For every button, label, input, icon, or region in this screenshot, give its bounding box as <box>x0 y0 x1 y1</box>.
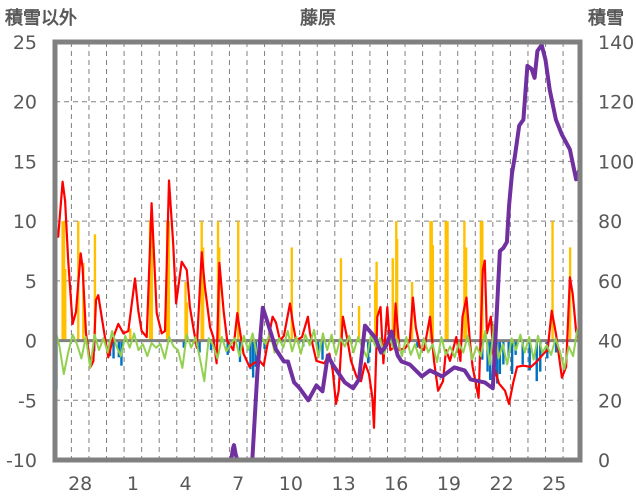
blue-bar <box>528 340 531 371</box>
orange-bar <box>93 234 97 341</box>
orange-bar <box>167 221 171 341</box>
blue-bar <box>368 340 372 353</box>
left-tick-label: 10 <box>13 211 37 233</box>
right-tick-label: 0 <box>598 450 610 472</box>
blue-bar <box>198 340 201 353</box>
orange-bar <box>237 221 240 341</box>
x-tick-label: 19 <box>437 473 461 495</box>
blue-bar <box>554 340 558 353</box>
gridlines <box>55 42 580 460</box>
plot-border <box>52 39 583 463</box>
orange-bar <box>391 258 394 341</box>
orange-bar <box>339 258 343 341</box>
orange-bar <box>431 245 434 341</box>
orange-bar <box>463 221 466 341</box>
blue-bar <box>316 340 320 352</box>
right-tick-label: 80 <box>598 211 622 233</box>
orange-bar <box>61 221 64 341</box>
orange-bar <box>62 221 66 341</box>
orange-bar <box>479 221 483 341</box>
blue-bar <box>510 340 514 375</box>
left-tick-label: -5 <box>18 390 37 412</box>
orange-bar <box>150 221 154 341</box>
blue-bar <box>416 340 419 348</box>
orange-bar <box>395 239 399 341</box>
blue-bar <box>496 340 499 384</box>
orange-bar <box>184 282 187 341</box>
right-tick-label: 60 <box>598 271 622 293</box>
purple-snow-depth <box>55 43 582 462</box>
left-tick-label: 5 <box>25 271 37 293</box>
right-tick-label: 40 <box>598 331 622 353</box>
orange-bar <box>185 302 189 341</box>
orange-bar <box>200 221 203 341</box>
left-tick-label: 20 <box>13 92 37 114</box>
right-tick-label: 100 <box>598 151 634 173</box>
blue-bar <box>251 340 255 378</box>
left-axis-ticks: 25 20 15 10 5 0 -5 -10 <box>6 32 37 472</box>
blue-bar <box>117 340 121 358</box>
chart-title: 藤原 <box>300 7 336 29</box>
orange-bar <box>201 247 205 341</box>
orange-bar <box>373 282 377 341</box>
left-tick-label: 25 <box>13 32 37 54</box>
right-tick-label: 120 <box>598 92 634 114</box>
orange-bar <box>375 261 378 341</box>
right-tick-label: 140 <box>598 32 634 54</box>
right-tick-label: 20 <box>598 390 622 412</box>
red-line <box>53 179 581 429</box>
x-tick-label: 1 <box>127 473 139 495</box>
x-tick-label: 28 <box>68 473 92 495</box>
blue-bar <box>112 340 115 359</box>
x-tick-label: 25 <box>542 473 566 495</box>
x-tick-label: 10 <box>279 473 303 495</box>
line-series <box>53 43 582 462</box>
orange-bar <box>464 247 468 341</box>
orange-bar <box>357 305 361 341</box>
orange-bar <box>290 247 293 341</box>
x-tick-label: 4 <box>179 473 191 495</box>
x-tick-label: 7 <box>232 473 244 495</box>
blue-bar <box>321 340 324 360</box>
left-axis-title: 積雪以外 <box>4 7 77 29</box>
blue-bar <box>521 340 524 365</box>
right-axis-ticks: 140 120 100 80 60 40 20 0 <box>598 32 634 472</box>
x-tick-label: 13 <box>331 473 355 495</box>
left-tick-label: 0 <box>25 331 37 353</box>
blue-bar <box>502 340 505 365</box>
orange-bar <box>446 221 449 341</box>
orange-bar <box>444 221 447 341</box>
blue-bar <box>507 340 510 358</box>
orange-bar <box>429 221 432 341</box>
blue-bar <box>263 340 266 349</box>
blue-bar <box>182 340 185 348</box>
right-axis-title: 積雪 <box>587 7 624 29</box>
blue-bar <box>249 340 252 370</box>
x-axis-ticks: 28 1 4 7 10 13 16 19 22 25 <box>68 473 566 495</box>
blue-bar <box>209 340 213 351</box>
left-tick-label: -10 <box>6 450 37 472</box>
blue-bar <box>486 340 489 372</box>
green-line <box>54 324 579 383</box>
orange-bar <box>129 328 132 341</box>
x-tick-label: 16 <box>384 473 408 495</box>
orange-bar <box>551 221 554 341</box>
x-tick-label: 22 <box>490 473 514 495</box>
left-tick-label: 15 <box>13 151 37 173</box>
orange-bar <box>64 268 67 341</box>
orange-bar <box>148 221 152 341</box>
